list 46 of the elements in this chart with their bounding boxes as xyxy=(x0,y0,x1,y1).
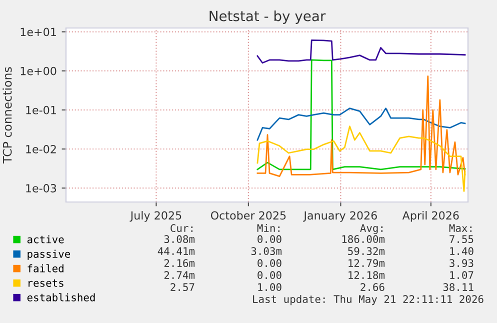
line-series xyxy=(256,76,466,178)
text: Max: xyxy=(449,224,472,232)
text: Last update: Thu May 21 22:11:11 2026 xyxy=(253,294,484,306)
legend-label: established xyxy=(27,293,95,302)
text: 59.32m xyxy=(348,247,385,256)
x-tick-label: April 2026 xyxy=(402,211,459,222)
text: 3.03m xyxy=(251,247,282,256)
x-tick-label: January 2026 xyxy=(303,211,377,222)
text: 38.11 xyxy=(443,283,474,292)
y-tick-label: 1e+00 xyxy=(20,66,56,76)
text: Cur: xyxy=(170,224,192,232)
y-tick-label: 1e-01 xyxy=(26,106,56,114)
text: Avg: xyxy=(360,224,382,234)
text: 1.00 xyxy=(258,283,282,292)
text: 2.74m xyxy=(164,271,195,279)
x-tick-label: July 2025 xyxy=(130,211,182,222)
text: 3.93 xyxy=(450,259,474,268)
y-tick-label: 1e-02 xyxy=(26,144,56,154)
text: 1.07 xyxy=(450,271,474,280)
text: 3.08m xyxy=(164,235,195,244)
text: 12.79m xyxy=(348,259,385,268)
legend-label: resets xyxy=(28,279,64,287)
text: 2.57 xyxy=(170,283,194,292)
text: 1.40 xyxy=(450,247,474,256)
line-series xyxy=(256,39,466,64)
y-tick-label: 1e-03 xyxy=(26,184,56,192)
text: 0.00 xyxy=(258,235,282,244)
line-series xyxy=(256,126,466,192)
text: 2.16m xyxy=(164,259,195,268)
x-tick-label: October 2025 xyxy=(210,211,286,220)
text: Min: xyxy=(257,224,280,232)
text: 0.00 xyxy=(258,271,282,280)
text: 0.00 xyxy=(258,259,282,268)
y-tick-label: 1e+01 xyxy=(20,28,56,36)
line-series xyxy=(256,108,466,141)
line-series xyxy=(256,59,466,170)
legend-label: passive xyxy=(28,250,70,260)
legend-label: active xyxy=(27,235,64,244)
y-axis-title: TCP connections xyxy=(2,67,12,164)
text: 12.18m xyxy=(348,271,385,280)
text: 2.66 xyxy=(360,283,384,292)
chart-title: Netstat - by year xyxy=(210,10,326,24)
text: 44.41m xyxy=(158,247,195,255)
text: 7.55 xyxy=(450,235,474,244)
legend-label: failed xyxy=(28,264,64,272)
text: 186.00m xyxy=(342,235,385,244)
